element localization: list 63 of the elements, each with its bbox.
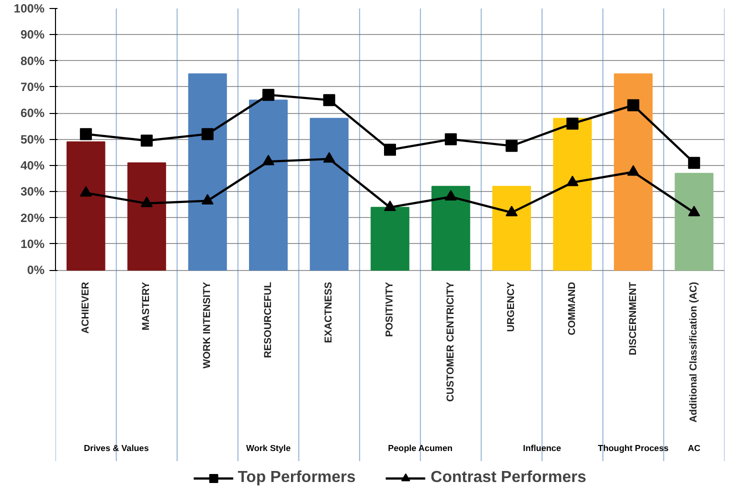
text: People Acumen <box>388 443 453 454</box>
y-tick-label: 10% <box>20 236 45 251</box>
text: Work Style <box>246 443 291 454</box>
y-tick-label: 20% <box>20 210 45 225</box>
point <box>323 152 336 163</box>
point <box>202 194 214 204</box>
bar <box>614 73 653 271</box>
y-tick-label: 30% <box>20 184 45 199</box>
point <box>688 206 700 216</box>
x-tick-label: EXACTNESS <box>324 282 335 344</box>
bar <box>370 206 410 271</box>
x-tick-label: COMMAND <box>566 282 578 336</box>
text: Influence <box>523 443 562 454</box>
bar <box>66 141 106 271</box>
point <box>140 134 153 147</box>
y-tick-label: 90% <box>20 28 45 42</box>
legend-label: Top Performers <box>238 469 356 487</box>
x-tick-label: DISCERNMENT <box>628 282 639 356</box>
point <box>384 144 396 156</box>
bar <box>553 118 592 271</box>
y-tick-label: 40% <box>20 158 45 172</box>
bar <box>431 186 470 271</box>
x-tick-label: RESOURCEFUL <box>262 282 274 358</box>
point <box>566 118 578 130</box>
point <box>262 88 274 101</box>
bar <box>492 186 531 271</box>
legend-label: Contrast Performers <box>430 469 586 487</box>
x-tick-label: URGENCY <box>506 282 518 332</box>
point <box>506 206 518 216</box>
y-tick-label: 60% <box>20 106 45 120</box>
point <box>80 186 92 197</box>
y-tick-label: 0% <box>27 263 45 278</box>
y-tick-label: 100% <box>14 2 45 16</box>
text: AC <box>688 443 702 454</box>
x-tick-label: ACHIEVER <box>80 281 92 334</box>
point <box>627 99 640 112</box>
text: Drives & Values <box>84 443 149 454</box>
point <box>444 133 457 146</box>
point <box>566 176 578 186</box>
point <box>444 190 457 201</box>
y-tick-label: 70% <box>20 80 45 94</box>
point <box>202 128 214 140</box>
x-tick-label: POSITIVITY <box>384 282 396 337</box>
x-tick-label: MASTERY <box>141 282 152 330</box>
point <box>384 200 396 212</box>
point <box>80 128 92 140</box>
x-tick-label: WORK INTENSITY <box>202 282 214 369</box>
y-tick-label: 50% <box>20 132 45 146</box>
x-tick-label: CUSTOMER CENTRICITY <box>445 282 456 402</box>
bar <box>310 118 349 271</box>
bar <box>188 73 227 271</box>
point <box>323 94 336 106</box>
point <box>506 140 518 152</box>
y-tick-label: 80% <box>20 54 45 68</box>
point <box>688 156 700 169</box>
bar <box>127 162 166 271</box>
x-tick-label: Additional Classification (AC) <box>688 282 700 422</box>
point <box>627 165 640 176</box>
bar <box>674 172 714 271</box>
point <box>140 196 153 208</box>
point <box>262 154 274 166</box>
text: Thought Process <box>598 443 669 454</box>
bar <box>249 100 288 271</box>
